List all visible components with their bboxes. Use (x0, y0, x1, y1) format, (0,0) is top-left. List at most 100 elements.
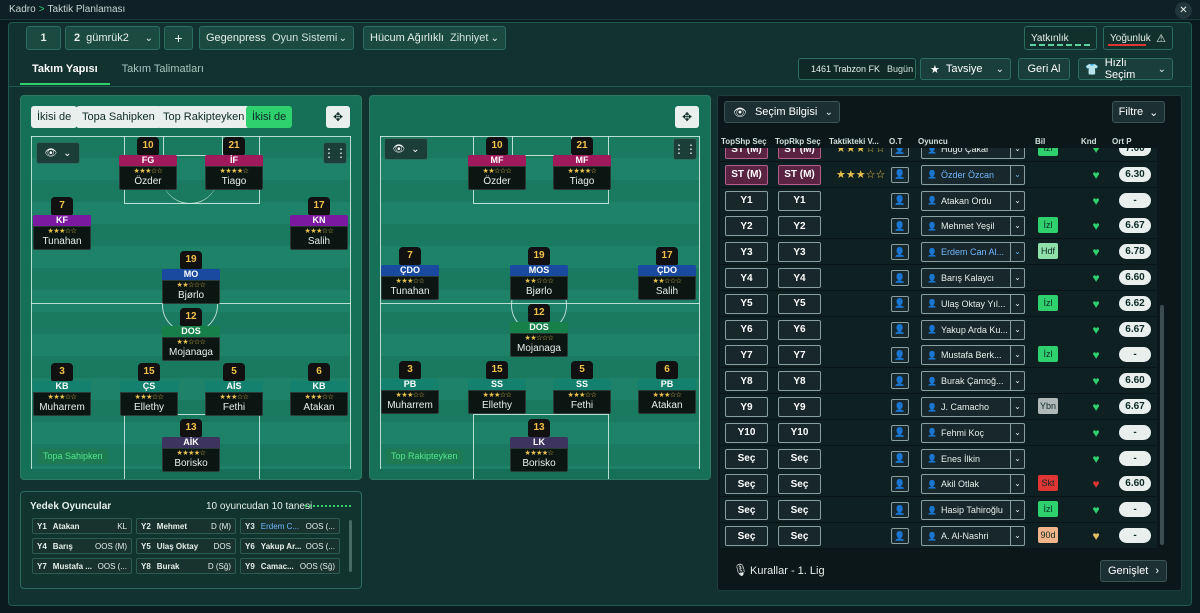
substitute-item[interactable]: Y5 Ulaş Oktay DOS (136, 538, 236, 554)
substitute-item[interactable]: Y1 Atakan KL (32, 518, 132, 534)
left-player-marker[interactable]: 3 KB ★★★☆☆ Muharrem (33, 363, 91, 416)
right-player-marker[interactable]: 19 MOS ★★☆☆☆ Bjørlo (510, 247, 568, 300)
player-select[interactable]: 👤 A. Al-Nashri ⌄ (921, 526, 1025, 546)
grid-icon[interactable]: ⋮⋮ (323, 142, 347, 164)
table-row[interactable]: Y7 Y7 👤 👤 Mustafa Berk... ⌄ İzl ♥ - (720, 342, 1157, 369)
out-of-possession-slot[interactable]: Y8 (778, 371, 821, 392)
left-player-marker[interactable]: 10 FG ★★★☆☆ Özder (119, 137, 177, 190)
col-header-tactic-suitability[interactable]: Taktikteki V... (829, 137, 879, 146)
out-of-possession-slot[interactable]: Y1 (778, 190, 821, 211)
table-row[interactable]: Y4 Y4 👤 👤 Barış Kalaycı ⌄ ♥ 6.60 (720, 265, 1157, 291)
col-header-out-of-possession[interactable]: TopRkp Seç (775, 137, 821, 146)
table-row[interactable]: Seç Seç 👤 👤 Akil Otlak ⌄ Skt ♥ 6.60 (720, 471, 1157, 498)
col-header-condition[interactable]: Knd (1081, 137, 1097, 146)
col-header-info[interactable]: Bil (1035, 137, 1046, 146)
person-icon[interactable]: 👤 (891, 528, 909, 544)
person-icon[interactable]: 👤 (891, 244, 909, 261)
tactic-slot-1[interactable]: 1 (26, 26, 61, 50)
person-icon[interactable]: 👤 (891, 476, 909, 493)
left-player-marker[interactable]: 17 KN ★★★☆☆ Salih (290, 197, 348, 250)
close-icon[interactable]: ✕ (1175, 2, 1192, 19)
in-possession-slot[interactable]: Y2 (725, 216, 768, 237)
table-row[interactable]: Y8 Y8 👤 👤 Burak Çamoğ... ⌄ ♥ 6.60 (720, 368, 1157, 395)
right-player-marker[interactable]: 21 MF ★★★★☆ Tiago (553, 137, 611, 190)
table-row[interactable]: Y2 Y2 👤 👤 Mehmet Yeşil ⌄ İzl ♥ 6.67 (720, 213, 1157, 240)
tab-team-instructions[interactable]: Takım Talimatları (121, 63, 204, 75)
table-row[interactable]: Y3 Y3 👤 👤 Erdem Can Al... ⌄ Hdf ♥ 6.78 (720, 239, 1157, 266)
col-header-ot[interactable]: O.T (889, 137, 903, 146)
substitute-item[interactable]: Y4 Barış OOS (M) (32, 538, 132, 554)
in-possession-slot[interactable]: Y4 (725, 268, 768, 288)
status-badge[interactable]: İzl (1038, 294, 1058, 311)
left-player-marker[interactable]: 19 MO ★★☆☆☆ Bjørlo (162, 251, 220, 304)
player-select[interactable]: 👤 Hugo Çakar ⌄ (921, 148, 1025, 159)
table-row[interactable]: Y9 Y9 👤 👤 J. Camacho ⌄ Ybn ♥ 6.67 (720, 394, 1157, 420)
player-select[interactable]: 👤 Akil Otlak ⌄ (921, 474, 1025, 495)
substitute-item[interactable]: Y8 Burak D (Sğ) (136, 558, 236, 574)
in-possession-slot[interactable]: Y3 (725, 242, 768, 263)
scrollbar[interactable] (1160, 305, 1164, 545)
table-row[interactable]: ST (M) ST (M) ★★★☆☆ 👤 👤 Özder Özcan ⌄ ♥ 6.30 (720, 161, 1157, 188)
right-player-marker[interactable]: 3 PB ★★★☆☆ Muharrem (381, 361, 439, 414)
table-row[interactable]: Y1 Y1 👤 👤 Atakan Ordu ⌄ ♥ - (720, 187, 1157, 214)
in-possession-slot[interactable]: ST (M) (725, 164, 768, 185)
right-player-marker[interactable]: 6 PB ★★★☆☆ Atakan (638, 361, 696, 414)
person-icon[interactable]: 👤 (891, 347, 909, 364)
right-player-marker[interactable]: 10 MF ★★☆☆☆ Özder (468, 137, 526, 190)
in-possession-slot[interactable]: Y10 (725, 422, 768, 443)
status-badge[interactable]: Skt (1038, 475, 1058, 492)
person-icon[interactable]: 👤 (891, 295, 909, 312)
status-badge[interactable]: 90d (1038, 527, 1058, 543)
col-header-in-possession[interactable]: TopShp Seç (721, 137, 767, 146)
view-out-of-possession-button[interactable]: Top Rakipteyken (157, 106, 251, 128)
eye-visibility-toggle[interactable]: 👁 ⌄ (384, 138, 428, 160)
person-icon[interactable]: 👤 (891, 373, 909, 390)
out-of-possession-slot[interactable]: Y5 (778, 293, 821, 314)
player-select[interactable]: 👤 Mustafa Berk... ⌄ (921, 345, 1025, 366)
person-icon[interactable]: 👤 (891, 218, 909, 235)
player-select[interactable]: 👤 Barış Kalaycı ⌄ (921, 268, 1025, 288)
out-of-possession-slot[interactable]: Y3 (778, 242, 821, 263)
out-of-possession-slot[interactable]: Y7 (778, 345, 821, 366)
substitute-item[interactable]: Y7 Mustafa ... OOS (... (32, 558, 132, 574)
mentality-select[interactable]: Hücum Ağırlıklı Zihniyet ⌄ (363, 26, 506, 50)
player-select[interactable]: 👤 Enes İlkin ⌄ (921, 448, 1025, 469)
substitute-item[interactable]: Y9 Camac... OOS (Sğ) (240, 558, 340, 574)
out-of-possession-slot[interactable]: Y4 (778, 268, 821, 288)
person-icon[interactable]: 👤 (891, 424, 909, 441)
in-possession-slot[interactable]: Y7 (725, 345, 768, 366)
status-badge[interactable]: İzl (1038, 148, 1058, 156)
out-of-possession-slot[interactable]: Seç (778, 448, 821, 469)
player-select[interactable]: 👤 Özder Özcan ⌄ (921, 164, 1025, 185)
person-icon[interactable]: 👤 (891, 450, 909, 467)
player-select[interactable]: 👤 Erdem Can Al... ⌄ (921, 242, 1025, 263)
quick-pick-button[interactable]: 👕 Hızlı Seçim ⌄ (1078, 57, 1173, 81)
player-select[interactable]: 👤 Mehmet Yeşil ⌄ (921, 216, 1025, 237)
table-row[interactable]: Seç Seç 👤 👤 Hasip Tahiroğlu ⌄ İzl ♥ - (720, 497, 1157, 524)
out-of-possession-slot[interactable]: Y9 (778, 397, 821, 417)
left-player-marker[interactable]: 6 KB ★★★☆☆ Atakan (290, 363, 348, 416)
right-player-marker[interactable]: 13 LK ★★★★☆ Borisko (510, 419, 568, 472)
eye-visibility-toggle[interactable]: 👁 ⌄ (36, 142, 80, 164)
undo-button[interactable]: Geri Al (1018, 58, 1070, 80)
left-player-marker[interactable]: 7 KF ★★★☆☆ Tunahan (33, 197, 91, 250)
out-of-possession-slot[interactable]: Y6 (778, 319, 821, 340)
player-select[interactable]: 👤 Ulaş Oktay Yıl... ⌄ (921, 293, 1025, 314)
move-icon[interactable]: ✥ (326, 106, 350, 128)
status-badge[interactable]: İzl (1038, 346, 1058, 363)
person-icon[interactable]: 👤 (891, 399, 909, 415)
person-icon[interactable]: 👤 (891, 321, 909, 338)
table-row[interactable]: ST (M) ST (M) ★★★☆☆ 👤 👤 Hugo Çakar ⌄ İzl ♥ 7.00 (720, 148, 1157, 162)
view-both-selected-button[interactable]: İkisi de (246, 106, 293, 128)
view-both-button[interactable]: İkisi de (31, 106, 78, 128)
grid-icon[interactable]: ⋮⋮ (673, 138, 697, 160)
player-select[interactable]: 👤 Fehmi Koç ⌄ (921, 422, 1025, 443)
tactic-selector[interactable]: 2 gümrük2 ⌄ (65, 26, 160, 50)
person-icon[interactable]: 👤 (891, 166, 909, 183)
status-badge[interactable]: İzl (1038, 217, 1058, 234)
substitute-item[interactable]: Y2 Mehmet D (M) (136, 518, 236, 534)
status-badge[interactable]: İzl (1038, 501, 1058, 518)
in-possession-slot[interactable]: Seç (725, 448, 768, 469)
add-tactic-button[interactable]: + (164, 26, 193, 50)
player-select[interactable]: 👤 Burak Çamoğ... ⌄ (921, 371, 1025, 392)
